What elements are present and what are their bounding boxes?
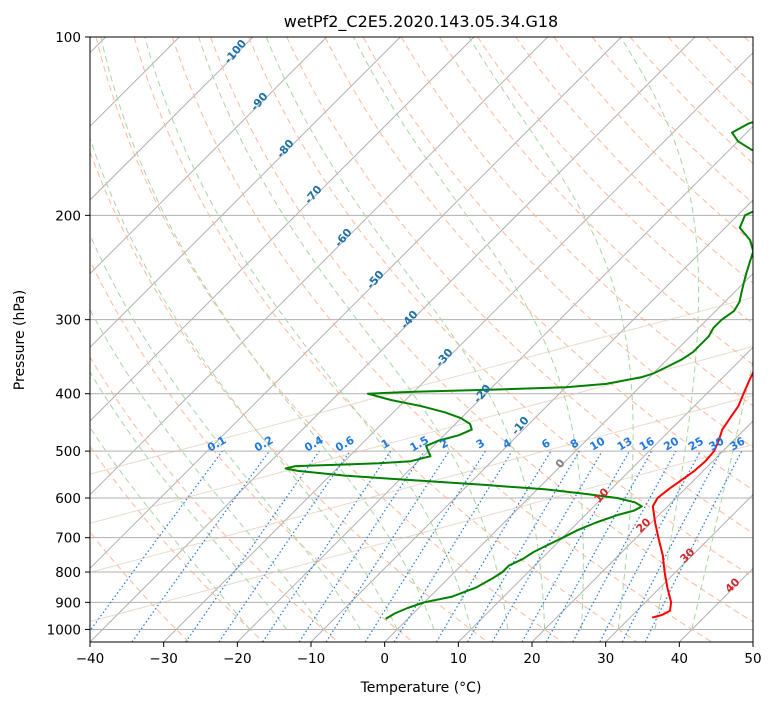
y-tick-label: 1000 [47,622,81,638]
isotherm-line [90,37,549,496]
isotherm-line [90,37,696,642]
x-tick-label: −30 [149,651,178,667]
x-tick-label: 10 [450,651,467,667]
y-tick-label: 100 [55,30,81,46]
isotherm-line [384,272,753,642]
moist-adiabat-line [90,308,324,630]
y-tick-label: 900 [55,595,81,611]
x-tick-label: −20 [223,651,252,667]
y-axis-ticks: 100 200 300 400 500 600 700 800 900 1000 [47,30,90,638]
dry-adiabat-line [210,37,753,623]
x-tick-label: −10 [297,651,326,667]
y-axis-label: Pressure (hPa) [12,290,28,390]
x-tick-label: 50 [744,651,761,667]
isotherm-line [605,493,753,642]
moist-adiabat-line [144,37,472,630]
mixing-ratio-line [262,450,392,642]
moist-adiabat-line [353,37,584,630]
x-tick-label: 0 [380,651,389,667]
temperature-profile-line [651,370,753,619]
x-tick-label: 20 [523,651,540,667]
mixing-ratio-line [298,450,425,642]
reference-curve [90,444,753,622]
dry-adiabat-line [286,37,753,534]
mixing-ratio-line [325,450,450,642]
moist-adiabat-line [90,136,398,630]
moist-adiabat-line [90,426,251,630]
mixing-ratio-line [218,450,351,642]
chart-title: wetPf2_C2E5.2020.143.05.34.G18 [284,12,558,32]
isotherm-line [90,37,622,570]
mixing-ratio-line [393,450,513,642]
moist-adiabat-line [265,37,546,630]
isotherm-line [457,346,753,642]
mixing-ratio-line [521,450,631,642]
isotherm-line [163,51,753,642]
x-tick-label: 40 [671,651,688,667]
mixing-ratio-line [90,450,223,632]
moist-adiabat-line [90,371,288,630]
dry-adiabat-line [591,37,753,204]
y-tick-label: 700 [55,531,81,547]
y-tick-label: 500 [55,444,81,460]
dry-adiabat-line [362,37,753,449]
y-tick-label: 200 [55,208,81,224]
dry-adiabat-line [171,37,712,642]
x-axis-label: Temperature (°C) [360,680,482,696]
moist-adiabat-line [198,37,509,630]
dry-adiabat-line [90,259,414,642]
isotherm-line [90,37,475,422]
background-lines [90,37,753,642]
isotherm-line [531,420,753,642]
isotherm-line [236,125,753,642]
dry-adiabat-line [438,37,753,366]
dry-adiabat-line [400,37,753,407]
dewpoint-profile-line [284,121,753,620]
dry-adiabat-line [95,37,563,642]
dry-adiabat-line [248,37,753,578]
moist-adiabat-line [691,358,753,630]
dry-adiabat-line [553,37,753,244]
series-lines [284,121,753,620]
dry-adiabat-line [324,37,753,491]
x-tick-label: −40 [76,651,105,667]
moist-adiabat-line [100,37,435,630]
mixing-ratio-line [131,450,270,642]
y-tick-label: 300 [55,313,81,329]
mixing-ratio-line [185,450,320,642]
y-tick-label: 400 [55,387,81,403]
moist-adiabat-line [468,37,634,630]
dry-adiabat-line [90,445,264,642]
isotherm-line [90,37,328,275]
y-tick-label: 800 [55,565,81,581]
moist-adiabat-line [90,233,361,630]
plot-frame [89,36,754,643]
isotherm-line [90,37,254,201]
mixing-ratio-line [572,450,677,642]
isotherm-line [90,37,401,349]
dry-adiabat-line [90,356,339,642]
mixing-ratio-line [644,450,743,642]
mixing-ratio-line [545,450,653,642]
dry-adiabat-line [133,37,638,642]
reference-curve [90,296,753,475]
moist-adiabat-line [620,37,700,630]
reference-curve [90,394,753,573]
x-axis-ticks: −40 −30 −20 −10 0 10 20 30 40 50 [76,642,762,667]
y-tick-label: 600 [55,491,81,507]
x-tick-label: 30 [597,651,614,667]
